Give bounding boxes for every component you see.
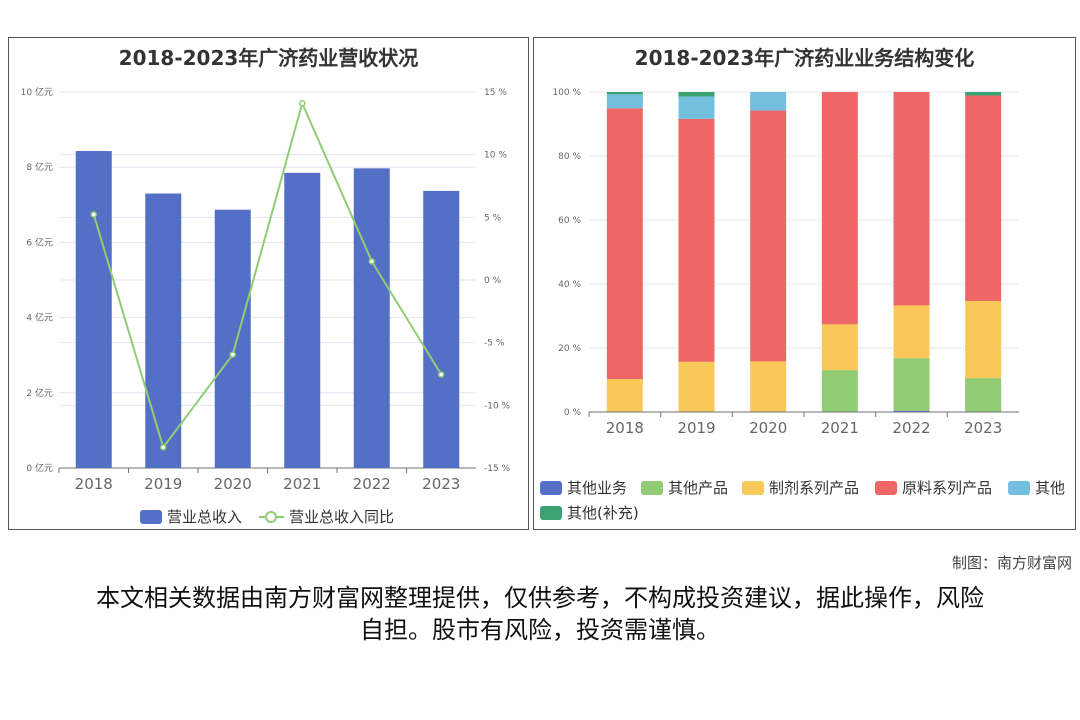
stacked-segment — [678, 92, 715, 97]
y-tick-label: 20 % — [558, 344, 581, 354]
stacked-segment — [965, 92, 1002, 96]
stacked-segment — [750, 92, 787, 111]
revenue-bar — [214, 209, 251, 469]
y-tick-label: 60 % — [558, 216, 581, 226]
stacked-segment — [893, 305, 930, 359]
x-tick-label: 2019 — [677, 419, 715, 437]
legend-swatch — [265, 511, 277, 523]
yoy-point — [438, 371, 445, 378]
y-right-tick-label: -5 % — [484, 339, 505, 349]
x-tick-label: 2019 — [144, 475, 182, 493]
y-tick-label: 100 % — [552, 88, 581, 98]
stacked-segment — [606, 108, 643, 380]
yoy-line — [92, 100, 443, 450]
chart-title: 2018-2023年广济药业营收状况 — [118, 46, 419, 70]
stacked-segment — [965, 95, 1002, 301]
legend-swatch — [540, 506, 562, 520]
legend-label: 其他业务 — [567, 479, 627, 497]
stacked-segment — [678, 118, 715, 362]
stacked-segment — [965, 300, 1002, 379]
stacked-segment — [606, 379, 643, 412]
yoy-point — [229, 351, 236, 358]
revenue-bar — [75, 151, 112, 469]
y-right-tick-label: -15 % — [484, 464, 511, 474]
yoy-point — [299, 100, 306, 107]
yoy-point — [90, 211, 97, 218]
yoy-point — [368, 258, 375, 265]
revenue-bar — [284, 172, 321, 468]
x-tick-label: 2023 — [964, 419, 1002, 437]
y-right-tick-label: -10 % — [484, 401, 511, 411]
stacked-segment — [750, 110, 787, 362]
legend-swatch — [742, 481, 764, 495]
legend-label: 制剂系列产品 — [769, 479, 859, 497]
y-left-tick-label: 0 亿元 — [26, 462, 53, 474]
stacked-segment — [893, 92, 930, 306]
x-tick-label: 2020 — [749, 419, 787, 437]
stacked-segment — [893, 358, 930, 411]
yoy-point — [160, 444, 167, 451]
y-tick-label: 80 % — [558, 152, 581, 162]
y-right-tick-label: 5 % — [484, 213, 502, 223]
y-right-tick-label: 0 % — [484, 276, 502, 286]
y-left-tick-label: 4 亿元 — [26, 312, 53, 324]
structure-chart: 0 % 20 % 40 % 60 % 80 % 100 % 2018 2019 2020 2021… — [540, 88, 1065, 522]
legend-swatch — [641, 481, 663, 495]
y-right-tick-label: 15 % — [484, 88, 507, 98]
stacked-segment — [821, 370, 858, 412]
legend-label: 营业总收入同比 — [289, 508, 394, 526]
stacked-segment — [606, 92, 643, 95]
stacked-segment — [965, 378, 1002, 412]
stacked-segment — [821, 92, 858, 325]
stacked-segment — [893, 410, 930, 412]
x-tick-label: 2023 — [422, 475, 460, 493]
y-left-tick-label: 10 亿元 — [21, 86, 53, 98]
y-tick-label: 0 % — [564, 408, 582, 418]
structure-chart-panel: 2018-2023年广济药业业务结构变化 0 % 20 % 40 % 60 % 80 %… — [533, 37, 1076, 530]
x-tick-label: 2022 — [892, 419, 930, 437]
legend-label: 原料系列产品 — [902, 479, 992, 497]
legend-swatch — [875, 481, 897, 495]
stacked-segment — [821, 324, 858, 371]
chart-title: 2018-2023年广济药业业务结构变化 — [634, 46, 975, 70]
revenue-chart-panel: 2018-2023年广济药业营收状况 0 亿元 2 亿元 4 亿元 6 亿元 8 亿元 1… — [8, 37, 529, 530]
stacked-segment — [750, 361, 787, 412]
legend-label: 其他 — [1035, 479, 1065, 497]
legend-swatch — [540, 481, 562, 495]
x-tick-label: 2020 — [214, 475, 252, 493]
legend-swatch — [1008, 481, 1030, 495]
stacked-segment — [678, 96, 715, 119]
y-left-tick-label: 8 亿元 — [26, 161, 53, 173]
y-left-tick-label: 2 亿元 — [26, 387, 53, 399]
x-tick-label: 2018 — [606, 419, 644, 437]
revenue-chart: 0 亿元 2 亿元 4 亿元 6 亿元 8 亿元 10 亿元 -15 % -10 % -5 % 0… — [21, 86, 511, 526]
stacked-segment — [606, 94, 643, 109]
revenue-bar — [423, 190, 460, 468]
x-tick-label: 2018 — [75, 475, 113, 493]
legend-swatch — [140, 510, 162, 524]
x-tick-label: 2021 — [821, 419, 859, 437]
y-left-tick-label: 6 亿元 — [26, 236, 53, 248]
y-right-tick-label: 10 % — [484, 151, 507, 161]
disclaimer-text: 本文相关数据由南方财富网整理提供，仅供参考，不构成投资建议，据此操作，风险自担。… — [96, 584, 984, 644]
credit-text: 制图：南方财富网 — [951, 554, 1072, 572]
legend-label: 其他产品 — [668, 479, 728, 497]
legend-label: 其他(补充) — [567, 504, 639, 522]
revenue-bar — [145, 193, 182, 468]
x-tick-label: 2021 — [283, 475, 321, 493]
x-tick-label: 2022 — [353, 475, 391, 493]
y-tick-label: 40 % — [558, 280, 581, 290]
revenue-bar — [353, 168, 390, 468]
stacked-segment — [678, 361, 715, 412]
legend-label: 营业总收入 — [167, 508, 242, 526]
